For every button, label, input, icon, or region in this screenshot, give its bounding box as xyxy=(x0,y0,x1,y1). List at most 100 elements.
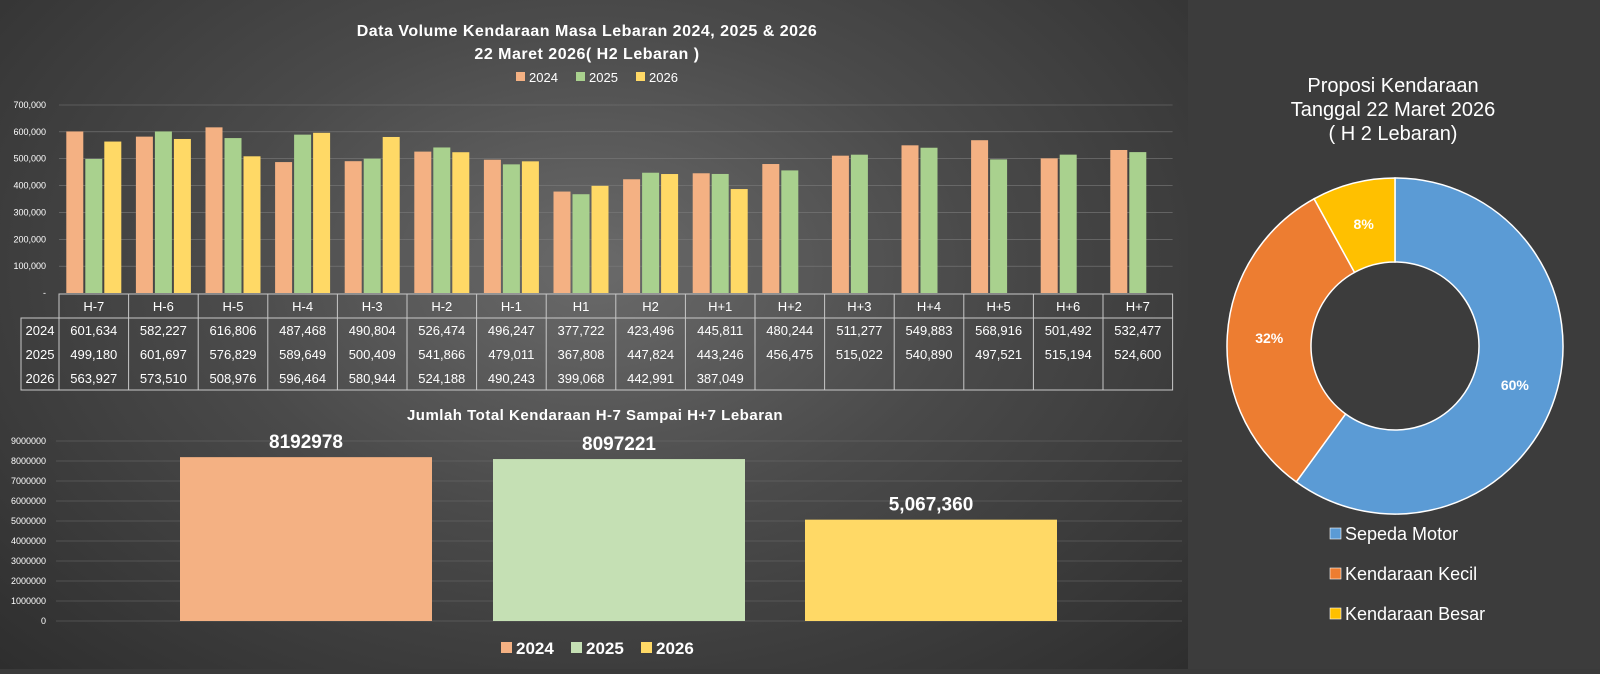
table-cell: 576,829 xyxy=(210,347,257,362)
bar-2026-H-1 xyxy=(521,161,539,293)
table-cell: 601,697 xyxy=(140,347,187,362)
category-label: H-7 xyxy=(83,299,104,314)
bar-2026-H-2 xyxy=(452,152,470,293)
bar-2025-H-2 xyxy=(433,147,451,293)
table-cell: 589,649 xyxy=(279,347,326,362)
table-cell: 423,496 xyxy=(627,323,674,338)
donut-title-line-1: Proposi Kendaraan xyxy=(1307,75,1478,97)
bar-2025-H+3 xyxy=(850,154,868,293)
bar-2025-H-6 xyxy=(154,131,172,293)
daily-y-tick-label: 100,000 xyxy=(13,261,46,271)
table-cell: 563,927 xyxy=(70,371,117,386)
legend-label-2024: 2024 xyxy=(529,70,558,85)
table-cell: 377,722 xyxy=(558,323,605,338)
total-bar-value-label: 5,067,360 xyxy=(889,495,974,516)
daily-y-tick-label: 400,000 xyxy=(13,181,46,191)
table-cell: 582,227 xyxy=(140,323,187,338)
bar-2025-H-7 xyxy=(85,158,103,293)
total-legend-swatch-2024 xyxy=(501,642,512,653)
legend-label-2025: 2025 xyxy=(589,70,618,85)
bar-2025-H-5 xyxy=(224,138,242,293)
total-legend-label-2026: 2026 xyxy=(656,639,694,658)
bar-2024-H+2 xyxy=(762,164,780,293)
daily-y-tick-label: 300,000 xyxy=(13,207,46,217)
daily-chart-subtitle: 22 Maret 2026( H2 Lebaran ) xyxy=(474,46,699,63)
category-label: H+5 xyxy=(986,299,1010,314)
table-cell: 442,991 xyxy=(627,371,674,386)
bar-2025-H-3 xyxy=(363,158,381,293)
table-cell: 532,477 xyxy=(1114,323,1161,338)
legend-label-2026: 2026 xyxy=(649,70,678,85)
dashboard-right-panel: Proposi Kendaraan Tanggal 22 Maret 2026 … xyxy=(1188,0,1600,669)
table-cell: 456,475 xyxy=(766,347,813,362)
vehicle-proportion-chart: Proposi Kendaraan Tanggal 22 Maret 2026 … xyxy=(1226,75,1564,624)
bar-2025-H+7 xyxy=(1129,152,1147,293)
bar-2025-H-4 xyxy=(294,134,312,293)
total-y-tick-label: 6000000 xyxy=(11,496,46,506)
table-row-label: 2025 xyxy=(26,347,55,362)
bar-2025-H+2 xyxy=(781,170,799,293)
table-cell: 487,468 xyxy=(279,323,326,338)
table-cell: 568,916 xyxy=(975,323,1022,338)
category-label: H-1 xyxy=(501,299,522,314)
donut-legend-swatch xyxy=(1329,607,1342,620)
table-cell: 511,277 xyxy=(836,323,882,338)
dashboard-left-panel: Data Volume Kendaraan Masa Lebaran 2024,… xyxy=(0,0,1188,669)
bar-2024-H-1 xyxy=(483,159,501,293)
bar-2025-H2 xyxy=(642,172,660,293)
legend-swatch-2024 xyxy=(516,72,525,81)
category-label: H+1 xyxy=(708,299,732,314)
table-cell: 549,883 xyxy=(906,323,953,338)
total-y-tick-label: 1000000 xyxy=(11,596,46,606)
table-cell: 540,890 xyxy=(906,347,953,362)
donut-legend-swatch xyxy=(1329,567,1342,580)
table-cell: 515,194 xyxy=(1045,347,1092,362)
table-cell: 573,510 xyxy=(140,371,187,386)
donut-title-line-3: ( H 2 Lebaran) xyxy=(1329,123,1458,145)
bar-2025-H+5 xyxy=(990,159,1008,293)
total-bar-2025 xyxy=(493,459,745,621)
table-cell: 616,806 xyxy=(210,323,257,338)
bar-2024-H+5 xyxy=(971,140,989,293)
vehicle-volume-charts: Data Volume Kendaraan Masa Lebaran 2024,… xyxy=(11,23,1182,658)
bar-2025-H+1 xyxy=(711,173,729,293)
bar-2024-H+3 xyxy=(831,155,849,293)
category-label: H+2 xyxy=(778,299,802,314)
bar-2026-H1 xyxy=(591,185,609,293)
category-label: H-2 xyxy=(431,299,452,314)
category-label: H+7 xyxy=(1126,299,1150,314)
table-cell: 596,464 xyxy=(279,371,326,386)
bar-2025-H+6 xyxy=(1059,154,1077,293)
table-cell: 496,247 xyxy=(488,323,535,338)
table-cell: 580,944 xyxy=(349,371,396,386)
category-label: H-3 xyxy=(362,299,383,314)
total-y-tick-label: 0 xyxy=(41,616,46,626)
bar-2026-H-7 xyxy=(104,141,122,293)
table-row-label: 2024 xyxy=(26,323,55,338)
category-label: H+6 xyxy=(1056,299,1080,314)
daily-y-tick-label: 600,000 xyxy=(13,127,46,137)
table-cell: 447,824 xyxy=(627,347,674,362)
category-label: H+4 xyxy=(917,299,941,314)
bar-2024-H+1 xyxy=(692,173,710,293)
bar-2026-H-6 xyxy=(173,138,191,293)
table-cell: 445,811 xyxy=(697,323,743,338)
category-label: H1 xyxy=(573,299,590,314)
donut-slice-sepeda-motor xyxy=(1295,177,1564,515)
table-cell: 500,409 xyxy=(349,347,396,362)
category-label: H+3 xyxy=(847,299,871,314)
table-cell: 508,976 xyxy=(210,371,257,386)
legend-swatch-2026 xyxy=(636,72,645,81)
bar-2026-H+1 xyxy=(730,189,748,293)
table-cell: 480,244 xyxy=(766,323,813,338)
category-label: H2 xyxy=(642,299,659,314)
donut-slice-kendaraan-besar xyxy=(1313,177,1396,274)
donut-slice-kendaraan-kecil xyxy=(1226,197,1356,483)
donut-slice-label: 32% xyxy=(1255,330,1284,346)
table-cell: 443,246 xyxy=(697,347,744,362)
total-chart-title: Jumlah Total Kendaraan H-7 Sampai H+7 Le… xyxy=(407,407,783,424)
table-cell: 524,188 xyxy=(418,371,465,386)
table-cell: 501,492 xyxy=(1045,323,1092,338)
bar-2025-H-1 xyxy=(502,164,520,293)
category-label: H-4 xyxy=(292,299,313,314)
